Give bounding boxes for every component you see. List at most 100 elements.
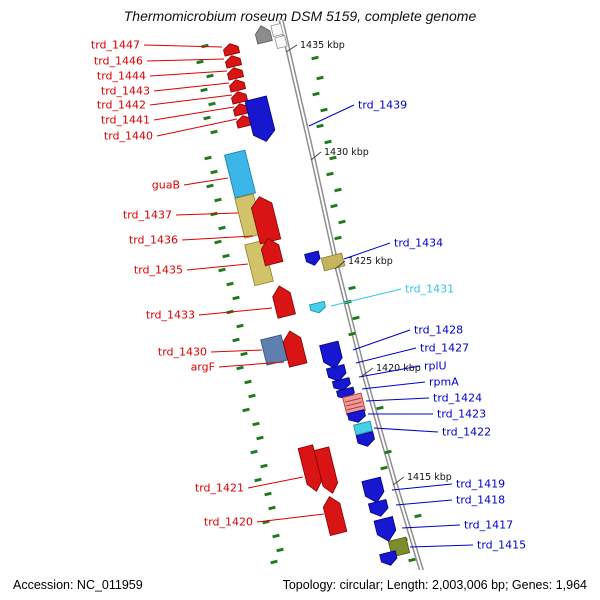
gene-feature[interactable]	[361, 476, 386, 505]
gene-feature[interactable]	[346, 409, 366, 425]
gene-feature[interactable]	[281, 329, 308, 368]
gene-box[interactable]	[260, 334, 288, 366]
gene-feature[interactable]	[325, 364, 347, 384]
gene-label[interactable]: trd_1446	[94, 55, 143, 68]
gene-arrow[interactable]	[319, 340, 345, 371]
gene-arrow[interactable]	[331, 377, 351, 393]
gene-feature[interactable]	[342, 392, 366, 416]
gene-arrow[interactable]	[226, 66, 245, 81]
gene-feature[interactable]	[355, 431, 376, 449]
gene-label[interactable]: trd_1447	[91, 39, 140, 52]
gene-arrow[interactable]	[379, 550, 399, 567]
gene-arrow[interactable]	[361, 476, 386, 505]
gene-feature[interactable]	[226, 66, 245, 81]
gene-label-leader	[153, 106, 235, 121]
gene-arrow[interactable]	[373, 516, 398, 544]
gene-arrow[interactable]	[321, 495, 348, 536]
minor-feature-tick	[268, 505, 276, 511]
gene-label[interactable]: trd_1431	[405, 283, 454, 296]
gene-arrow[interactable]	[259, 236, 284, 267]
gene-label[interactable]: trd_1437	[123, 209, 172, 222]
gene-arrow[interactable]	[254, 24, 273, 45]
gene-box[interactable]	[320, 252, 346, 272]
gene-label[interactable]: trd_1441	[101, 114, 150, 127]
gene-feature[interactable]	[373, 516, 398, 544]
gene-label-leader	[373, 427, 439, 433]
gene-label[interactable]: trd_1433	[146, 309, 195, 322]
gene-arrow[interactable]	[222, 42, 241, 57]
gene-label[interactable]: rpmA	[429, 376, 459, 389]
minor-feature-tick	[316, 123, 324, 129]
gene-label[interactable]: trd_1440	[104, 130, 153, 143]
gene-feature[interactable]	[259, 236, 284, 267]
gene-arrow[interactable]	[313, 446, 340, 495]
gene-label[interactable]: trd_1430	[158, 346, 207, 359]
gene-box[interactable]	[270, 22, 284, 38]
gene-feature[interactable]	[274, 34, 288, 50]
gene-label[interactable]: argF	[191, 361, 215, 374]
gene-feature[interactable]	[353, 420, 373, 436]
gene-arrow[interactable]	[224, 54, 243, 69]
gene-arrow[interactable]	[367, 499, 389, 519]
gene-label[interactable]: trd_1434	[394, 237, 443, 250]
gene-label[interactable]: trd_1422	[442, 426, 491, 439]
gene-label[interactable]: trd_1443	[101, 85, 150, 98]
gene-feature[interactable]	[224, 149, 256, 199]
gene-label[interactable]: trd_1428	[414, 324, 463, 337]
gene-feature[interactable]	[222, 42, 241, 57]
gene-arrow[interactable]	[230, 90, 249, 105]
gene-feature[interactable]	[297, 444, 324, 493]
gene-feature[interactable]	[367, 499, 389, 519]
gene-feature[interactable]	[320, 252, 346, 272]
gene-label[interactable]: trd_1436	[129, 234, 178, 247]
gene-label[interactable]: trd_1439	[358, 99, 407, 112]
gene-label[interactable]: trd_1423	[437, 408, 486, 421]
gene-feature[interactable]	[321, 495, 348, 536]
gene-label[interactable]: rplU	[424, 360, 447, 373]
minor-feature-tick	[250, 449, 258, 455]
scale-label: 1420 kbp	[376, 363, 421, 374]
gene-label[interactable]: trd_1419	[456, 478, 505, 491]
gene-label-leader	[218, 361, 285, 368]
gene-feature[interactable]	[270, 22, 284, 38]
gene-feature[interactable]	[224, 54, 243, 69]
gene-label[interactable]: trd_1442	[97, 99, 146, 112]
gene-arrow[interactable]	[309, 300, 327, 314]
gene-label[interactable]: trd_1427	[420, 342, 469, 355]
gene-arrow[interactable]	[228, 78, 247, 93]
gene-feature[interactable]	[331, 377, 351, 393]
gene-arrow[interactable]	[297, 444, 324, 493]
gene-label[interactable]: trd_1421	[195, 482, 244, 495]
minor-feature-tick	[384, 449, 392, 455]
gene-feature[interactable]	[313, 446, 340, 495]
gene-feature[interactable]	[260, 334, 288, 366]
gene-label[interactable]: trd_1418	[456, 494, 505, 507]
gene-label[interactable]: trd_1435	[134, 264, 183, 277]
gene-label[interactable]: trd_1417	[464, 519, 513, 532]
gene-feature[interactable]	[304, 250, 322, 267]
gene-box[interactable]	[353, 420, 373, 436]
gene-feature[interactable]	[244, 95, 277, 144]
gene-feature[interactable]	[309, 300, 327, 314]
gene-box[interactable]	[224, 149, 256, 199]
gene-arrow[interactable]	[244, 95, 277, 144]
gene-label[interactable]: trd_1415	[477, 539, 526, 552]
gene-feature[interactable]	[271, 284, 296, 319]
gene-feature[interactable]	[379, 550, 399, 567]
gene-arrow[interactable]	[271, 284, 296, 319]
gene-label[interactable]: trd_1444	[97, 70, 146, 83]
gene-arrow[interactable]	[355, 431, 376, 449]
gene-feature[interactable]	[228, 78, 247, 93]
gene-feature[interactable]	[230, 90, 249, 105]
gene-arrow[interactable]	[304, 250, 322, 267]
gene-box[interactable]	[274, 34, 288, 50]
gene-label[interactable]: trd_1424	[433, 392, 482, 405]
gene-arrow[interactable]	[346, 409, 366, 425]
gene-feature[interactable]	[254, 24, 273, 45]
gene-feature[interactable]	[319, 340, 345, 371]
gene-arrow[interactable]	[325, 364, 347, 384]
gene-label[interactable]: trd_1420	[204, 516, 253, 529]
gene-arrow[interactable]	[281, 329, 308, 368]
gene-label[interactable]: guaB	[152, 179, 180, 192]
